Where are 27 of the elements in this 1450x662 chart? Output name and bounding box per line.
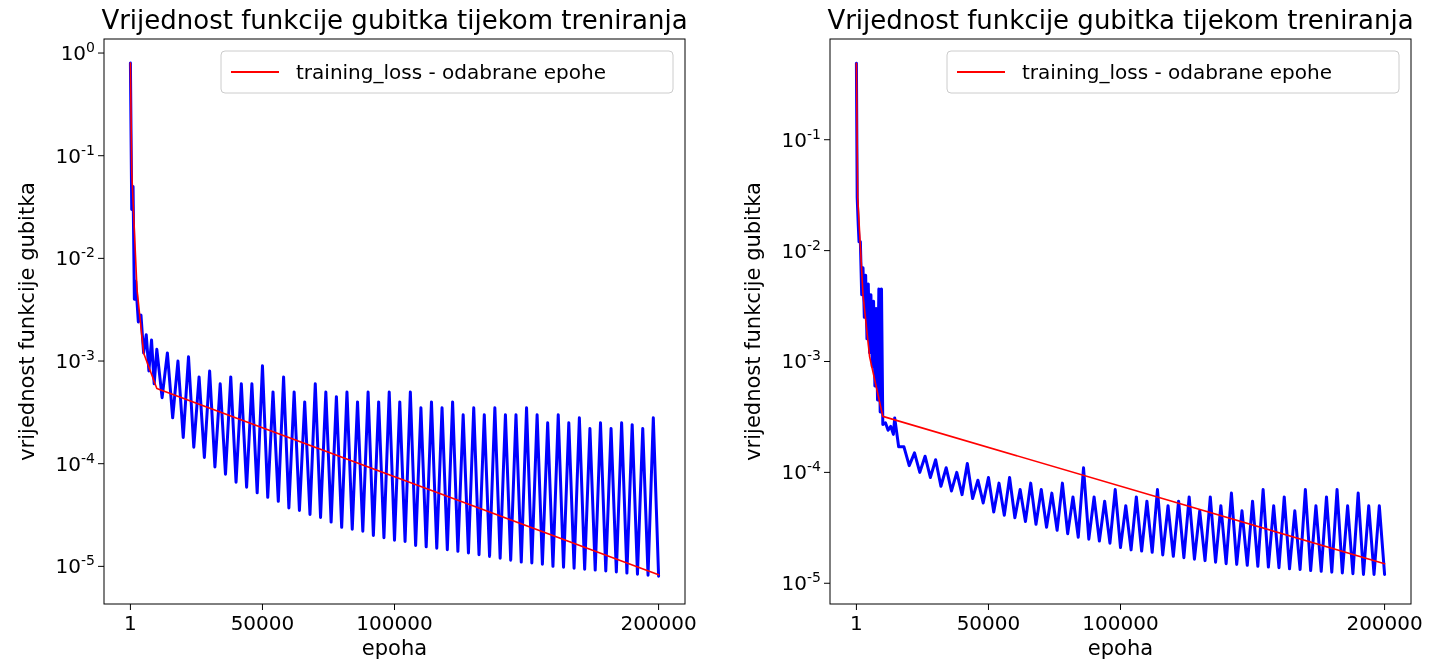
y-tick-label: 10$^{-2}$ — [55, 244, 95, 271]
y-tick-label: 10$^{-1}$ — [55, 141, 95, 168]
legend-label: training_loss - odabrane epohe — [296, 60, 606, 84]
y-tick-label: 10$^{-3}$ — [781, 347, 821, 374]
y-tick-label: 10$^{-4}$ — [781, 458, 822, 485]
y-tick-label: 10$^{-2}$ — [781, 236, 821, 263]
x-axis-title: epoha — [361, 636, 428, 660]
chart-title: Vrijednost funkcije gubitka tijekom treniranja — [827, 5, 1414, 35]
x-tick-label: 50000 — [956, 611, 1021, 635]
y-tick-label: 10$^{-1}$ — [781, 125, 821, 152]
x-tick-label: 1 — [124, 611, 137, 635]
x-axis-title: epoha — [1087, 636, 1154, 660]
chart-title: Vrijednost funkcije gubitka tijekom treniranja — [101, 5, 688, 35]
y-tick-label: 10$^{-4}$ — [55, 449, 96, 476]
x-tick-label: 100000 — [1082, 611, 1159, 635]
y-tick-label: 10$^{-5}$ — [55, 552, 95, 579]
x-tick-label: 100000 — [356, 611, 433, 635]
y-tick-label: 10$^{0}$ — [60, 39, 95, 66]
legend-label: training_loss - odabrane epohe — [1022, 60, 1332, 84]
y-axis-title: vrijednost funkcije gubitka — [15, 182, 39, 461]
x-tick-label: 50000 — [230, 611, 295, 635]
y-tick-label: 10$^{-3}$ — [55, 347, 95, 374]
y-axis-title: vrijednost funkcije gubitka — [741, 182, 765, 461]
y-tick-label: 10$^{-5}$ — [781, 569, 821, 596]
x-tick-label: 200000 — [620, 611, 697, 635]
x-tick-label: 1 — [850, 611, 863, 635]
x-tick-label: 200000 — [1346, 611, 1423, 635]
